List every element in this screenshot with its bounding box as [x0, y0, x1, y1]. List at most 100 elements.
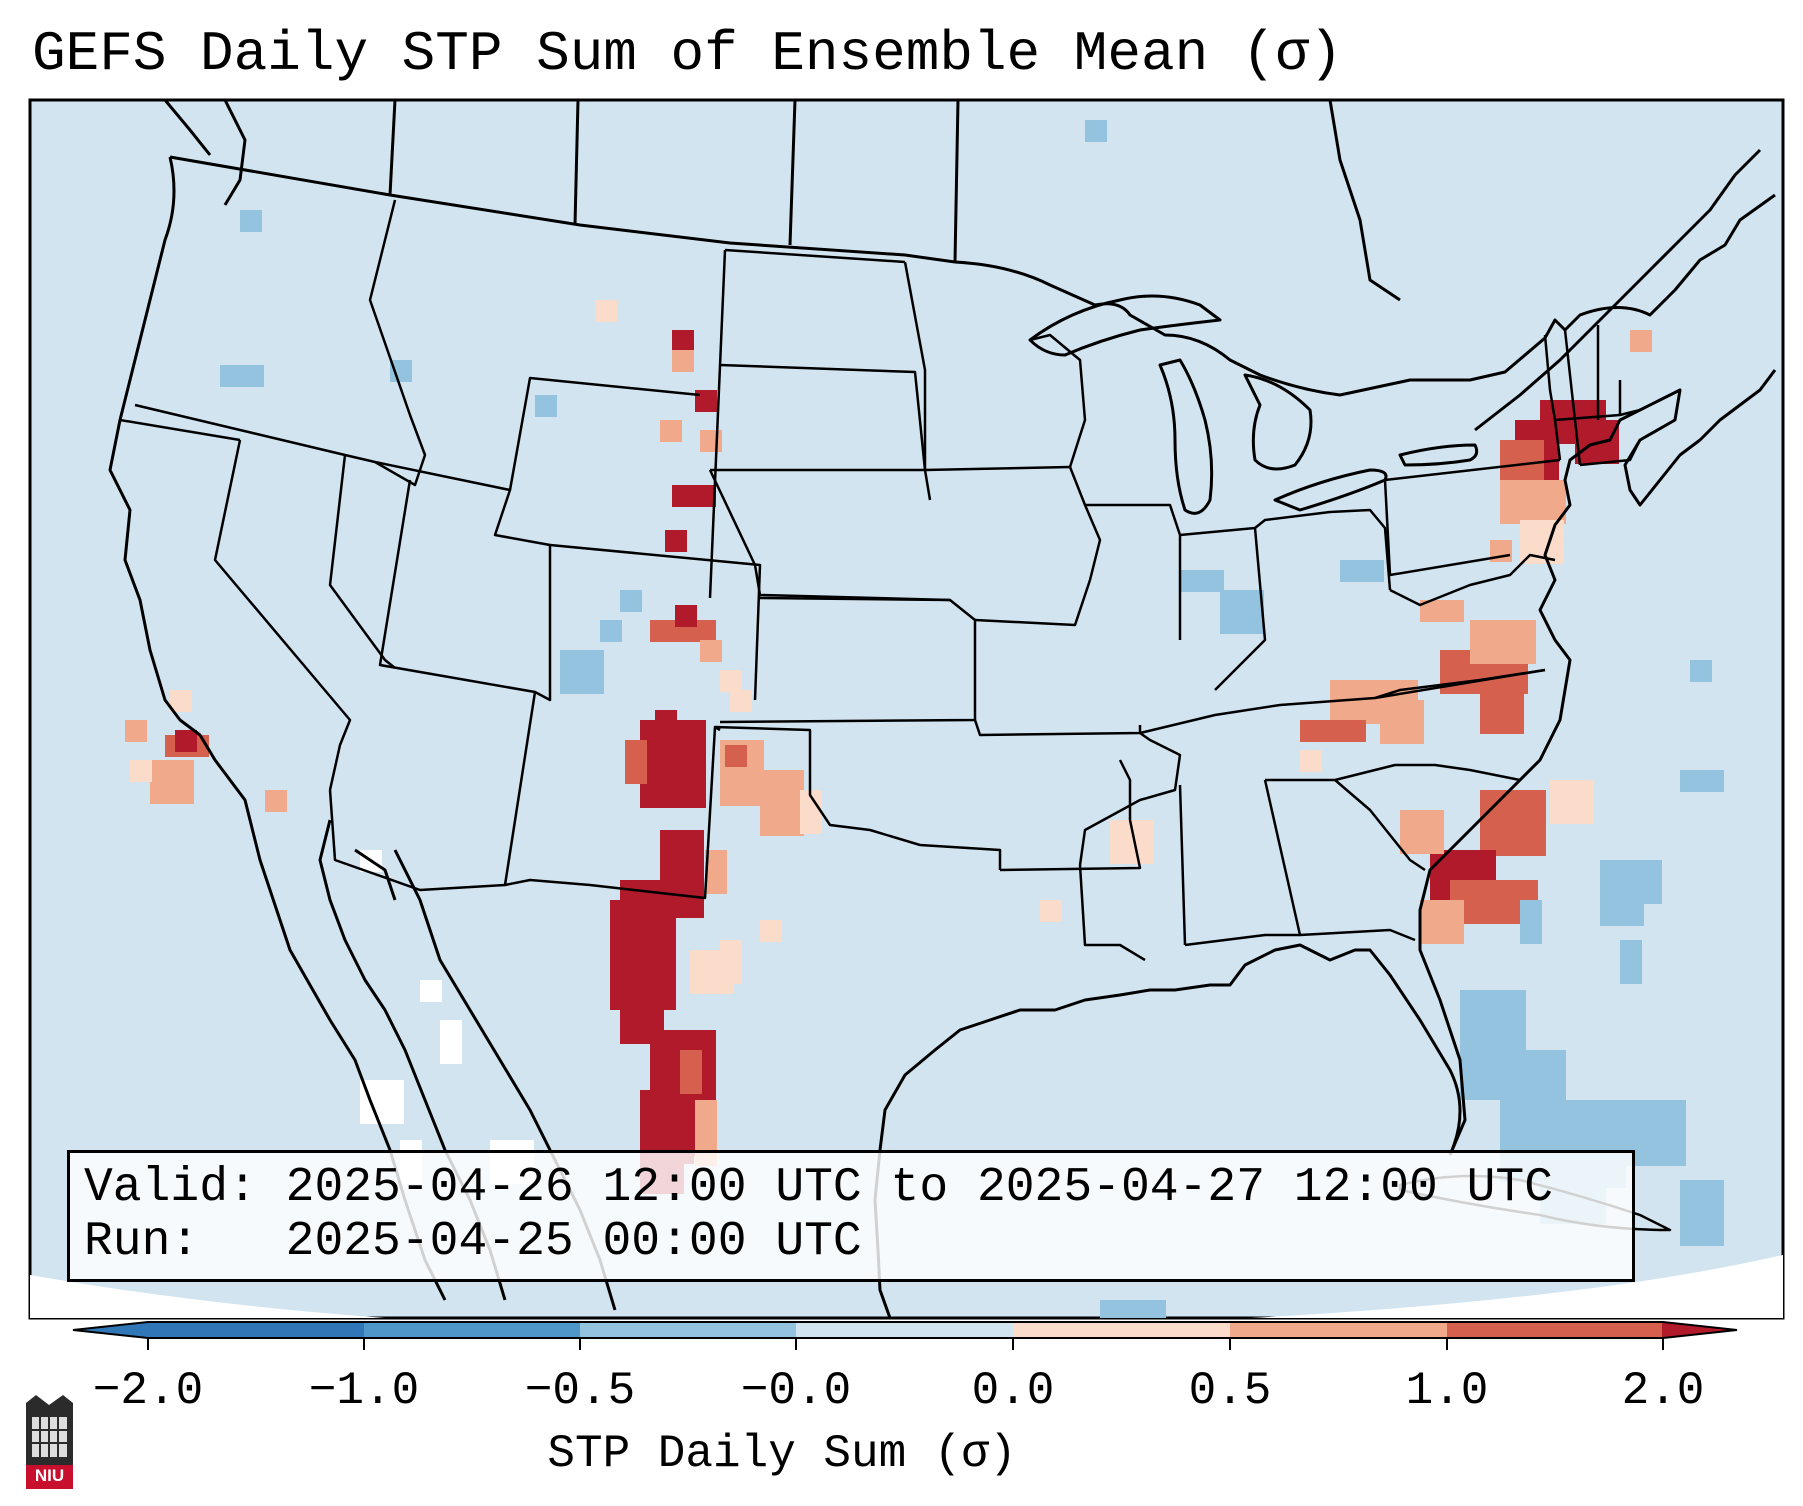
stp-cell — [720, 670, 742, 692]
colorbar-segment — [1013, 1322, 1230, 1338]
stp-cell — [1550, 780, 1594, 824]
stp-cell — [125, 720, 147, 742]
colorbar-segment — [148, 1322, 364, 1338]
stp-cell — [672, 330, 694, 352]
stp-cell — [1420, 900, 1464, 944]
stp-cell — [672, 350, 694, 372]
colorbar-extend-low — [73, 1322, 148, 1338]
stp-cell — [1380, 700, 1424, 744]
niu-tower-icon — [26, 1395, 73, 1489]
stp-cell — [720, 940, 742, 984]
stp-cell — [665, 530, 687, 552]
lake-ontario — [1398, 443, 1479, 467]
stp-cell — [640, 720, 706, 808]
map-title: GEFS Daily STP Sum of Ensemble Mean (σ) — [32, 22, 1343, 86]
stp-cell — [1680, 770, 1724, 792]
border-canada-us — [169, 155, 1776, 397]
colorbar-segment — [796, 1322, 1013, 1338]
stp-cell — [1300, 720, 1366, 742]
stp-cell — [1040, 900, 1062, 922]
coast-stlawrence — [1474, 148, 1762, 432]
colorbar-tick-label: −0.0 — [740, 1365, 852, 1417]
stp-cell — [595, 300, 617, 322]
stp-cell — [680, 1050, 702, 1094]
projection-edge — [30, 1255, 1783, 1318]
stp-cell — [800, 790, 822, 834]
stp-cell — [675, 605, 697, 627]
colorbar-extend-high — [1662, 1322, 1737, 1338]
colorbar-tick-label: 1.0 — [1405, 1365, 1489, 1417]
stp-cell — [265, 790, 287, 812]
logo-text: NIU — [34, 1466, 65, 1485]
stp-cell — [1340, 560, 1384, 582]
stp-cell — [1085, 120, 1107, 142]
colorbar-tick-label: −1.0 — [308, 1365, 420, 1417]
stp-cell — [220, 365, 264, 387]
stp-cell — [1620, 940, 1642, 984]
stp-cell — [175, 730, 197, 752]
stp-field — [125, 120, 1724, 1318]
lake-erie — [1273, 468, 1388, 512]
stp-cell — [730, 690, 752, 712]
colorbar-segment — [1230, 1322, 1447, 1338]
stp-cell — [725, 745, 747, 767]
lake-huron — [1243, 373, 1313, 471]
stp-cell — [150, 760, 194, 804]
stp-cell — [1630, 330, 1652, 352]
coast-pacific — [108, 156, 447, 1301]
stp-cell — [760, 770, 804, 836]
stp-cell — [1680, 1180, 1724, 1246]
stp-cell — [1500, 480, 1566, 524]
colorbar-tick-label: 2.0 — [1621, 1365, 1705, 1417]
stp-cell — [1480, 690, 1524, 734]
coast-bc — [163, 100, 960, 263]
stp-cell — [695, 390, 717, 412]
stp-cell — [1180, 570, 1224, 592]
coast-gulf — [873, 943, 1462, 1318]
stp-cell — [1520, 900, 1542, 944]
stp-cell — [1640, 860, 1662, 904]
stp-cell — [1400, 810, 1444, 854]
stp-cell — [1100, 1300, 1166, 1318]
stp-cell — [1300, 750, 1322, 772]
stp-cell — [1470, 620, 1536, 664]
stp-cell — [560, 650, 604, 694]
stp-cell — [440, 1020, 462, 1064]
coast-hudson — [1328, 100, 1401, 302]
stp-cell — [655, 710, 677, 732]
state-lines — [119, 199, 1642, 962]
stp-cell — [170, 690, 192, 712]
validity-info-box: Valid: 2025-04-26 12:00 UTC to 2025-04-2… — [67, 1150, 1635, 1282]
colorbar-segment — [364, 1322, 580, 1338]
run-time-text: Run: 2025-04-25 00:00 UTC — [84, 1215, 862, 1269]
stp-cell — [760, 920, 782, 942]
stp-cell — [660, 420, 682, 442]
stp-cell — [1220, 590, 1264, 634]
lake-superior — [1028, 294, 1222, 357]
colorbar-tick-label: 0.0 — [971, 1365, 1055, 1417]
colorbar — [72, 1321, 1738, 1350]
stp-cell — [240, 210, 262, 232]
colorbar-segment — [1447, 1322, 1663, 1338]
colorbar-segment — [580, 1322, 796, 1338]
stp-cell — [705, 850, 727, 894]
lake-michigan — [1158, 358, 1214, 515]
stp-cell — [700, 430, 722, 452]
stp-cell — [420, 980, 442, 1002]
colorbar-tick-label: −2.0 — [92, 1365, 204, 1417]
stp-cell — [130, 760, 152, 782]
coast-atlantic — [1418, 369, 1777, 1156]
stp-cell — [1690, 660, 1712, 682]
stp-cell — [1600, 860, 1644, 926]
stp-cell — [1420, 600, 1464, 622]
stp-cell — [1480, 790, 1546, 856]
niu-logo: NIU — [22, 1395, 77, 1490]
stp-cell — [535, 395, 557, 417]
stp-cell — [700, 640, 722, 662]
stp-cell — [650, 620, 716, 642]
colorbar-title: STP Daily Sum (σ) — [547, 1428, 1017, 1480]
stp-cell — [360, 1080, 404, 1124]
stp-cell — [620, 590, 642, 612]
colorbar-tick-label: −0.5 — [524, 1365, 636, 1417]
